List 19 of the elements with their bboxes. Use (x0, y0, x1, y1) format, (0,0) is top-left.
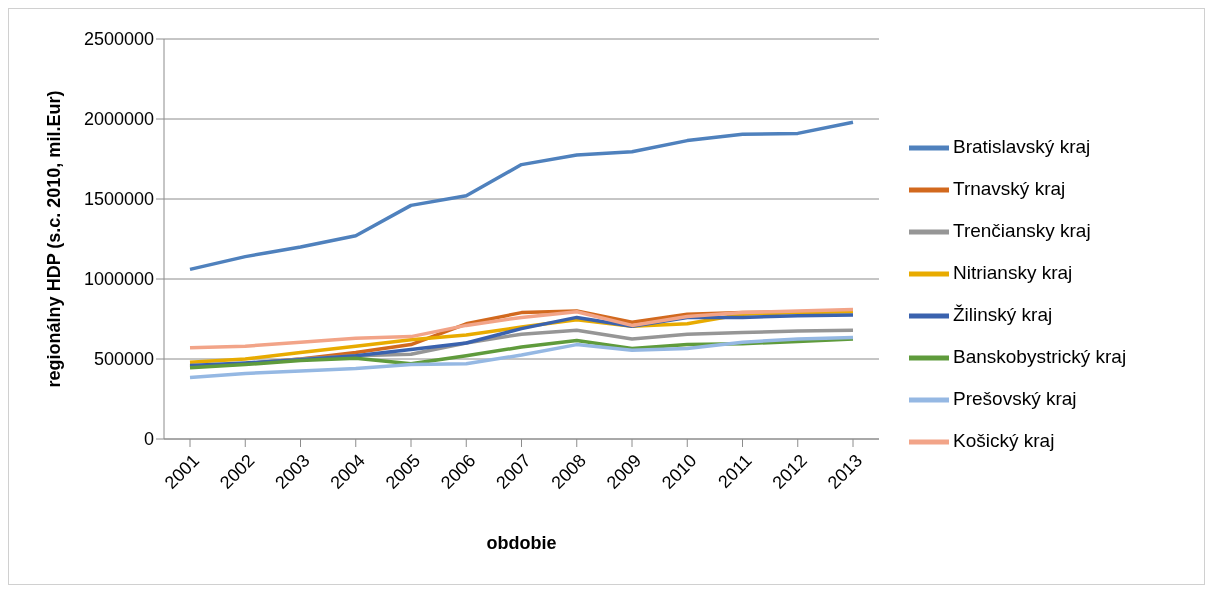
legend-label: Trenčiansky kraj (953, 220, 1091, 242)
y-tick-label: 1000000 (83, 269, 154, 290)
y-tick-label: 2500000 (83, 29, 154, 50)
legend-label: Trnavský kraj (953, 178, 1066, 200)
legend-label: Žilinský kraj (953, 304, 1053, 325)
line-series (188, 307, 855, 350)
legend-label: Banskobystrický kraj (953, 345, 1127, 367)
y-tick-label: 500000 (93, 349, 154, 370)
y-tick-label: 1500000 (83, 189, 154, 210)
x-axis-title: obdobie (486, 533, 557, 553)
line-series (188, 335, 855, 380)
legend-label: Prešovský kraj (953, 387, 1077, 409)
legend-label: Nitriansky kraj (953, 262, 1073, 284)
y-axis-title: regionálny HDP (s.c. 2010, mil.Eur) (44, 90, 65, 388)
legend-label: Košický kraj (953, 429, 1055, 451)
y-tick-label: 2000000 (83, 109, 154, 130)
legend-label: Bratislavský kraj (953, 136, 1091, 158)
line-series (188, 120, 855, 272)
y-tick-label: 0 (143, 429, 154, 450)
